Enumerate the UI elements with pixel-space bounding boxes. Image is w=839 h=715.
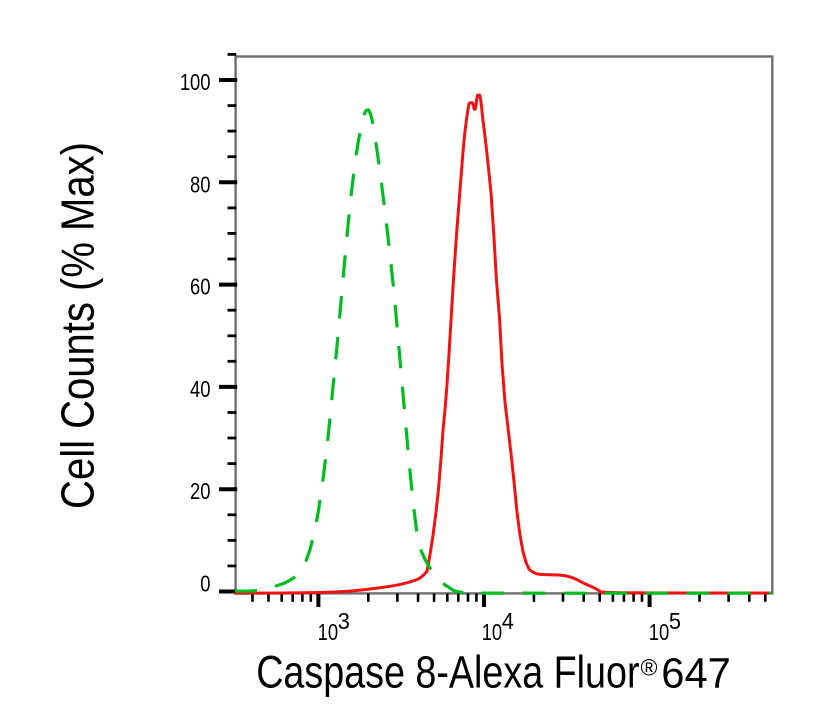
svg-text:4: 4 <box>502 608 514 634</box>
svg-text:10: 10 <box>482 620 502 645</box>
svg-text:®: ® <box>641 655 658 681</box>
svg-text:100: 100 <box>180 70 211 95</box>
svg-text:10: 10 <box>318 620 338 645</box>
svg-text:647: 647 <box>661 649 731 697</box>
svg-text:40: 40 <box>190 377 210 402</box>
svg-text:60: 60 <box>190 275 210 300</box>
svg-text:10: 10 <box>649 620 669 645</box>
svg-text:Caspase 8-Alexa Fluor: Caspase 8-Alexa Fluor <box>256 646 639 697</box>
svg-text:Cell Counts (% Max): Cell Counts (% Max) <box>53 142 104 509</box>
svg-text:5: 5 <box>669 608 681 634</box>
svg-text:0: 0 <box>200 572 210 597</box>
svg-text:20: 20 <box>190 479 210 504</box>
svg-text:3: 3 <box>338 608 350 634</box>
svg-text:80: 80 <box>190 172 210 197</box>
